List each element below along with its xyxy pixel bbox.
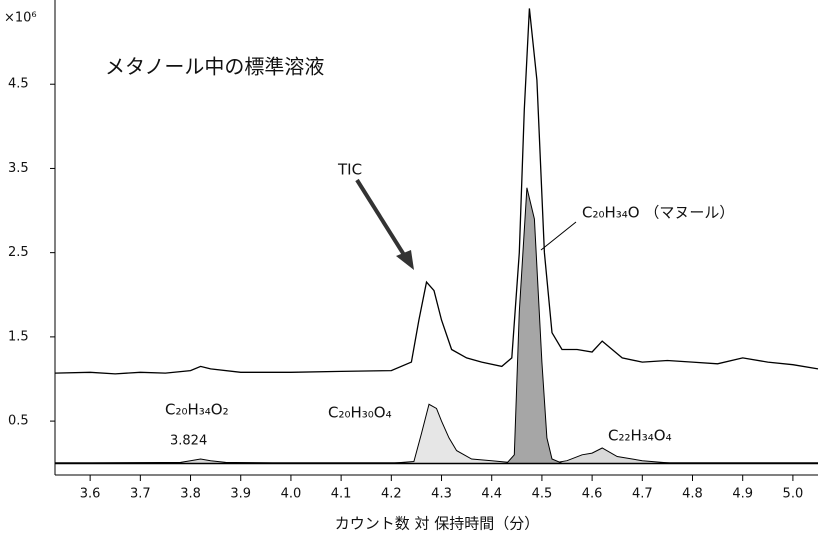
y-tick-label: 4.5 <box>8 77 29 92</box>
x-tick-label: 4.8 <box>682 487 703 502</box>
x-tick-label: 4.1 <box>331 487 352 502</box>
y-tick-label: 1.5 <box>8 329 29 344</box>
x-tick-label: 5.0 <box>783 487 804 502</box>
x-tick-label: 4.0 <box>281 487 302 502</box>
peak-area <box>54 458 292 464</box>
x-tick-label: 4.7 <box>632 487 653 502</box>
y-tick-label: 3.5 <box>8 161 29 176</box>
annotation: 3.824 <box>170 434 207 449</box>
tic-line <box>54 8 819 375</box>
series-label: C₂₀H₃₄O （マヌール） <box>582 204 734 222</box>
tic-arrowhead <box>396 250 414 270</box>
x-tick-label: 4.2 <box>381 487 402 502</box>
y-unit: ×10⁶ <box>4 11 37 26</box>
x-tick-label: 3.9 <box>230 487 251 502</box>
series-label: C₂₀H₃₄O₂ <box>165 401 229 419</box>
chart-title: メタノール中の標準溶液 <box>105 55 324 79</box>
x-tick-label: 4.4 <box>481 487 502 502</box>
x-tick-label: 4.6 <box>582 487 603 502</box>
x-tick-label: 3.7 <box>130 487 151 502</box>
plot-area: 0.5 1.5 2.5 3.5 4.5 3.6 3.7 3.8 3.9 4.0 4.1 4.2 4.3 4… <box>8 0 819 502</box>
leader-line <box>540 221 577 251</box>
tic-arrow <box>355 178 408 260</box>
x-tick-label: 4.9 <box>732 487 753 502</box>
peak-area <box>390 403 518 464</box>
x-tick-label: 3.6 <box>80 487 101 502</box>
x-axis-label: カウント数 対 保持時間（分） <box>335 515 540 533</box>
series-label: C₂₀H₃₀O₄ <box>328 404 392 422</box>
peak-area <box>551 447 673 464</box>
series-label: C₂₂H₃₄O₄ <box>608 427 672 445</box>
x-tick-label: 4.5 <box>532 487 553 502</box>
series-label: TIC <box>337 161 362 179</box>
peak-area <box>506 187 563 464</box>
y-tick-label: 0.5 <box>8 414 29 429</box>
x-tick-label: 4.3 <box>431 487 452 502</box>
x-tick-label: 3.8 <box>180 487 201 502</box>
y-tick-label: 2.5 <box>8 245 29 260</box>
